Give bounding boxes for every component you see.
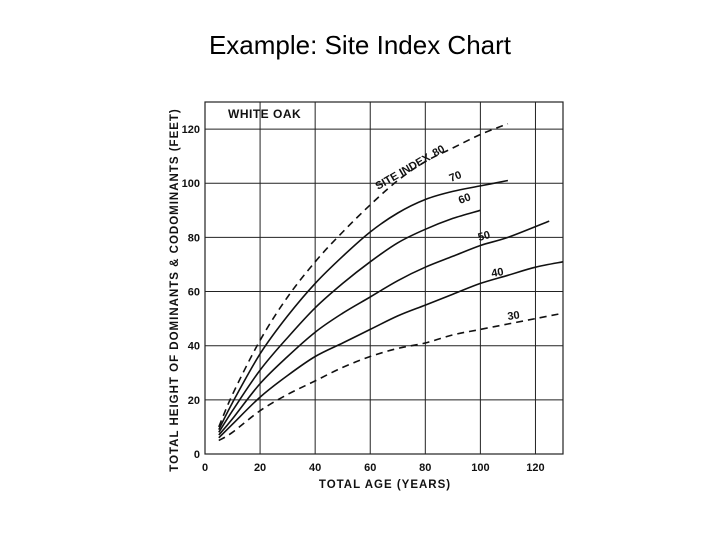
curve-label-40: 40 <box>490 266 504 280</box>
curve-label-30: 30 <box>507 309 521 323</box>
plot-frame <box>204 101 564 455</box>
curve-si-70 <box>218 179 509 430</box>
curve-si-80 <box>218 122 509 428</box>
site-index-label: SITE INDEX <box>374 151 434 192</box>
x-tick-label: 120 <box>526 462 544 474</box>
x-axis-label: TOTAL AGE (YEARS) <box>319 479 451 491</box>
x-tick-label: 100 <box>471 462 489 474</box>
curve-label-80: 80 <box>431 143 448 160</box>
x-tick-label: 60 <box>364 462 376 474</box>
species-label: WHITE OAK <box>228 107 301 121</box>
y-tick-label: 20 <box>188 395 200 407</box>
x-tick-label: 20 <box>254 462 266 474</box>
y-tick-label: 0 <box>194 449 200 461</box>
slide-title: Example: Site Index Chart <box>208 30 512 60</box>
curve-label-60: 60 <box>457 191 473 206</box>
axis-ticks: 0 20 40 60 80 100 120 0 20 40 60 80 100 120 <box>182 124 545 474</box>
curve-si-40 <box>218 261 564 439</box>
x-tick-label: 40 <box>309 462 321 474</box>
y-tick-label: 40 <box>188 341 200 353</box>
curve-si-50 <box>218 220 550 436</box>
y-tick-label: 120 <box>182 124 200 136</box>
x-tick-label: 80 <box>419 462 431 474</box>
y-tick-label: 80 <box>188 232 200 244</box>
y-tick-label: 100 <box>182 178 200 190</box>
grid <box>204 101 564 455</box>
curve-label-70: 70 <box>448 169 464 185</box>
curve-si-30 <box>218 312 564 442</box>
y-tick-label: 60 <box>188 287 200 299</box>
x-tick-label: 0 <box>202 462 208 474</box>
curve-label-50: 50 <box>477 229 492 244</box>
curve-si-60 <box>218 209 481 433</box>
y-axis-label: TOTAL HEIGHT OF DOMINANTS & CODOMINANTS … <box>169 108 181 472</box>
